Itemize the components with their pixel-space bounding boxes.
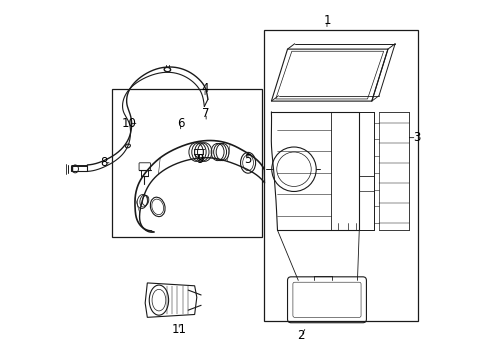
Text: 8: 8 — [100, 156, 107, 169]
Text: 11: 11 — [171, 323, 186, 336]
Text: 2: 2 — [297, 329, 305, 342]
Bar — [264, 30, 417, 320]
Text: 4: 4 — [201, 82, 208, 95]
Text: 5: 5 — [244, 153, 251, 166]
Bar — [112, 89, 262, 237]
Text: 1: 1 — [323, 14, 330, 27]
Text: 9: 9 — [196, 153, 203, 166]
Text: 6: 6 — [177, 117, 184, 130]
Text: 3: 3 — [412, 131, 420, 144]
Text: 7: 7 — [202, 107, 209, 120]
Text: 10: 10 — [121, 117, 136, 130]
